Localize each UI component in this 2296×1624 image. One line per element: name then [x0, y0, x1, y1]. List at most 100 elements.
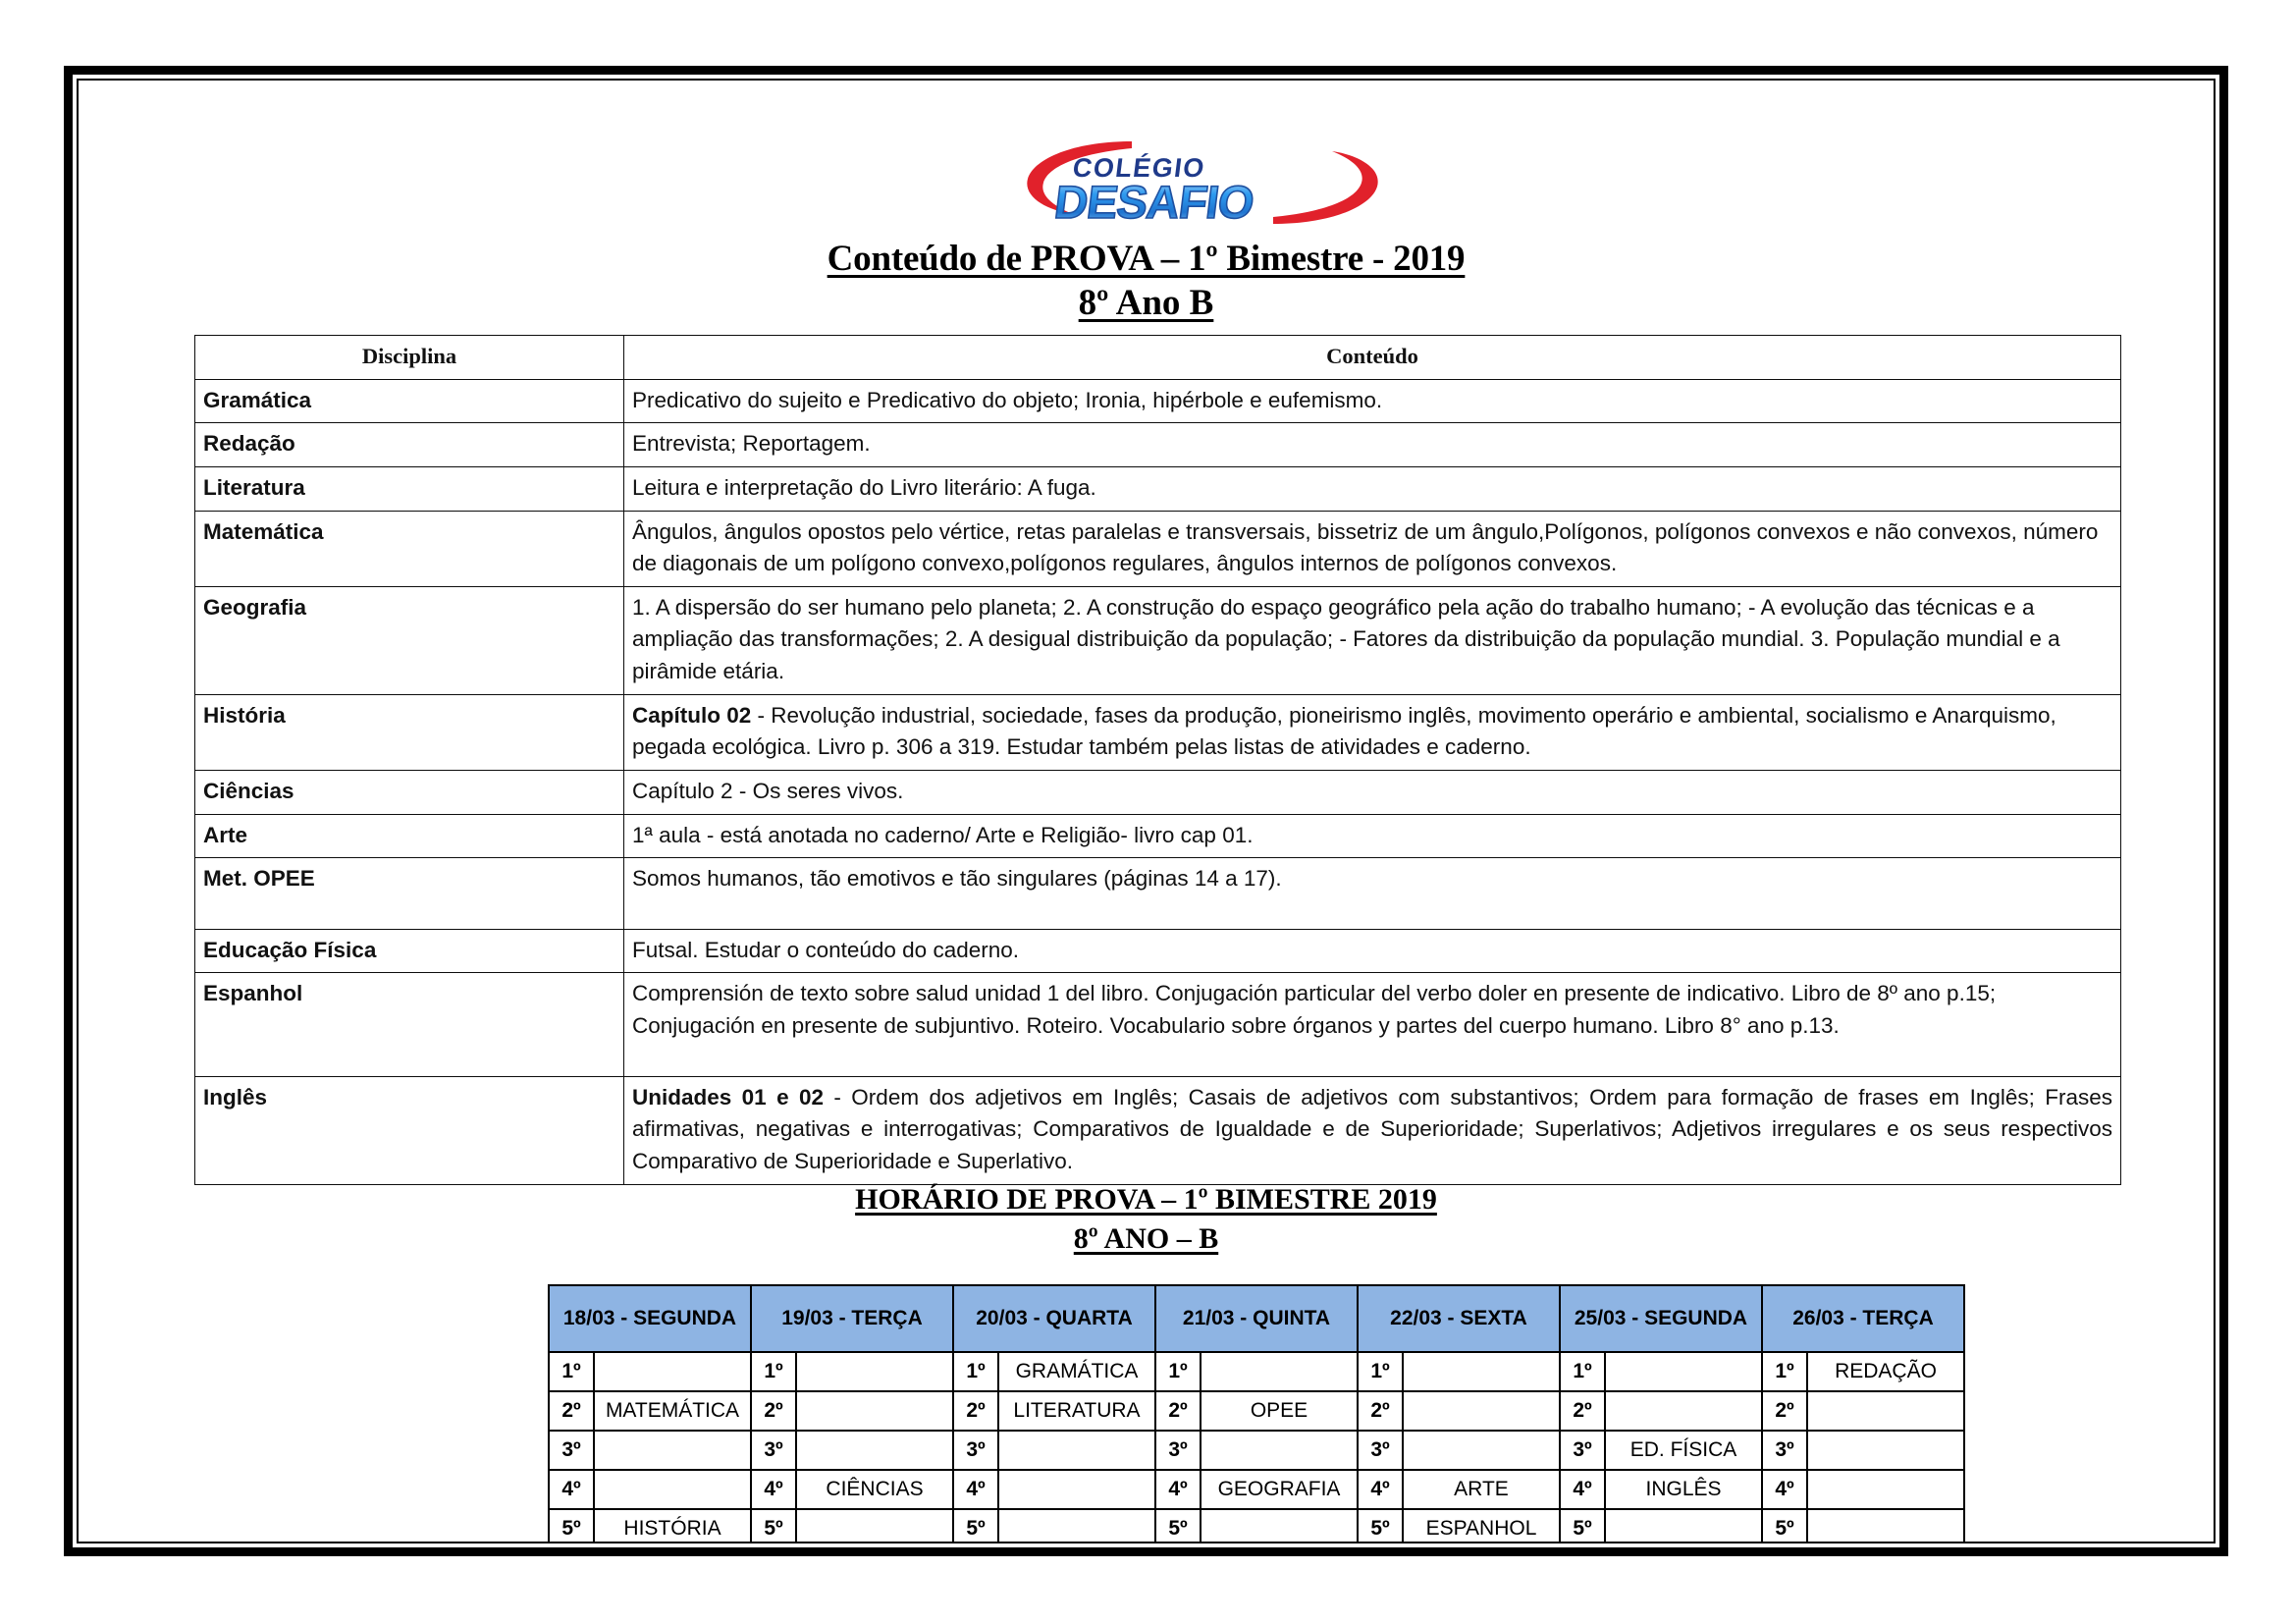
- period-label: 1º: [750, 1351, 797, 1392]
- schedule-cell: ED. FÍSICA: [1604, 1430, 1763, 1471]
- period-label: 2º: [750, 1390, 797, 1432]
- period-label: 4º: [750, 1469, 797, 1510]
- content-text: 1ª aula - está anotada no caderno/ Arte …: [632, 822, 1254, 847]
- period-label: 5º: [548, 1508, 595, 1542]
- schedule-row: 3º 3º 3º 3º 3º 3º ED. FÍSICA 3º: [548, 1430, 1965, 1471]
- period-label: 5º: [1154, 1508, 1201, 1542]
- period-label: 5º: [1761, 1508, 1808, 1542]
- period-label: 1º: [1357, 1351, 1404, 1392]
- schedule-cell: HISTÓRIA: [593, 1508, 752, 1542]
- period-label: 1º: [1154, 1351, 1201, 1392]
- discipline-geografia: Geografia: [194, 585, 624, 695]
- content-met-opee: Somos humanos, tão emotivos e tão singul…: [623, 857, 2121, 930]
- table-row: Literatura Leitura e interpretação do Li…: [194, 465, 2121, 512]
- discipline-arte: Arte: [194, 813, 624, 859]
- page-border-frame: COLÉGIO DESAFIO Conteúdo de PROVA – 1º B…: [64, 66, 2228, 1556]
- schedule-cell: OPEE: [1200, 1390, 1359, 1432]
- period-label: 3º: [548, 1430, 595, 1471]
- period-label: 1º: [1761, 1351, 1808, 1392]
- discipline-historia: História: [194, 693, 624, 771]
- period-label: 3º: [750, 1430, 797, 1471]
- content-matematica: Ângulos, ângulos opostos pelo vértice, r…: [623, 510, 2121, 587]
- discipline-gramatica: Gramática: [194, 378, 624, 424]
- schedule-cell: GRAMÁTICA: [997, 1351, 1156, 1392]
- table-row: Espanhol Comprensión de texto sobre salu…: [194, 972, 2121, 1077]
- period-label: 2º: [1761, 1390, 1808, 1432]
- period-label: 5º: [1357, 1508, 1404, 1542]
- table-row: Geografia 1. A dispersão do ser humano p…: [194, 585, 2121, 695]
- schedule-row: 4º 4º CIÊNCIAS 4º 4º GEOGRAFIA 4º ARTE 4…: [548, 1469, 1965, 1510]
- schedule-cell: [1200, 1430, 1359, 1471]
- schedule-cell: [997, 1508, 1156, 1542]
- period-label: 4º: [1761, 1469, 1808, 1510]
- content-text: - Revolução industrial, sociedade, fases…: [632, 702, 2056, 760]
- discipline-ciencias: Ciências: [194, 769, 624, 815]
- period-label: 4º: [1559, 1469, 1606, 1510]
- content-table: Disciplina Conteúdo Gramática Predicativ…: [194, 335, 2121, 1185]
- content-text: - Ordem dos adjetivos em Inglês; Casais …: [632, 1084, 2113, 1173]
- column-header-disciplina: Disciplina: [194, 335, 624, 380]
- table-row: Ciências Capítulo 2 - Os seres vivos.: [194, 769, 2121, 815]
- schedule-cell: [795, 1430, 954, 1471]
- schedule-cell: ARTE: [1402, 1469, 1561, 1510]
- content-table-body: Gramática Predicativo do sujeito e Predi…: [194, 378, 2121, 1185]
- period-label: 1º: [548, 1351, 595, 1392]
- schedule-cell: [997, 1430, 1156, 1471]
- schedule-cell: [1200, 1351, 1359, 1392]
- page-content: COLÉGIO DESAFIO Conteúdo de PROVA – 1º B…: [79, 81, 2214, 1542]
- period-label: 4º: [1357, 1469, 1404, 1510]
- table-row: Redação Entrevista; Reportagem.: [194, 422, 2121, 467]
- period-label: 5º: [1559, 1508, 1606, 1542]
- schedule-day-header-4: 22/03 - SEXTA: [1357, 1284, 1561, 1353]
- content-text: Capítulo 2 - Os seres vivos.: [632, 778, 904, 803]
- table-row: Met. OPEE Somos humanos, tão emotivos e …: [194, 857, 2121, 930]
- colegio-desafio-logo: COLÉGIO DESAFIO: [1016, 135, 1389, 230]
- content-text: Entrevista; Reportagem.: [632, 431, 871, 457]
- content-geografia: 1. A dispersão do ser humano pelo planet…: [623, 585, 2121, 695]
- period-label: 2º: [1154, 1390, 1201, 1432]
- svg-text:DESAFIO: DESAFIO: [1051, 176, 1255, 228]
- period-label: 5º: [750, 1508, 797, 1542]
- content-text: Somos humanos, tão emotivos e tão singul…: [632, 866, 1282, 892]
- schedule-row: 1º 1º 1º GRAMÁTICA 1º 1º 1º 1º REDAÇÃO: [548, 1351, 1965, 1392]
- schedule-table: 18/03 - SEGUNDA 19/03 - TERÇA 20/03 - QU…: [548, 1284, 1965, 1542]
- schedule-cell: [593, 1351, 752, 1392]
- schedule-cell: [1604, 1351, 1763, 1392]
- page-border-inner: COLÉGIO DESAFIO Conteúdo de PROVA – 1º B…: [77, 79, 2216, 1543]
- schedule-cell: [795, 1508, 954, 1542]
- content-table-header-row: Disciplina Conteúdo: [194, 335, 2121, 380]
- schedule-cell: [1604, 1390, 1763, 1432]
- content-arte: 1ª aula - está anotada no caderno/ Arte …: [623, 813, 2121, 859]
- schedule-row: 5º HISTÓRIA 5º 5º 5º 5º ESPANHOL 5º 5º: [548, 1508, 1965, 1542]
- schedule-subtitle: 8º ANO – B: [79, 1222, 2214, 1256]
- period-label: 3º: [1154, 1430, 1201, 1471]
- page-subtitle: 8º Ano B: [79, 282, 2214, 324]
- schedule-day-header-2: 20/03 - QUARTA: [952, 1284, 1156, 1353]
- page-title: Conteúdo de PROVA – 1º Bimestre - 2019: [79, 238, 2214, 280]
- period-label: 2º: [1559, 1390, 1606, 1432]
- table-row: Arte 1ª aula - está anotada no caderno/ …: [194, 813, 2121, 859]
- content-literatura: Leitura e interpretação do Livro literár…: [623, 465, 2121, 512]
- period-label: 2º: [952, 1390, 999, 1432]
- schedule-cell: [1806, 1430, 1965, 1471]
- period-label: 1º: [1559, 1351, 1606, 1392]
- table-row: História Capítulo 02 - Revolução industr…: [194, 693, 2121, 771]
- content-gramatica: Predicativo do sujeito e Predicativo do …: [623, 378, 2121, 424]
- discipline-met-opee: Met. OPEE: [194, 857, 624, 930]
- period-label: 5º: [952, 1508, 999, 1542]
- table-row: Inglês Unidades 01 e 02 - Ordem dos adje…: [194, 1075, 2121, 1185]
- content-educacao-fisica: Futsal. Estudar o conteúdo do caderno.: [623, 928, 2121, 974]
- period-label: 1º: [952, 1351, 999, 1392]
- content-text: Leitura e interpretação do Livro literár…: [632, 474, 1096, 500]
- schedule-cell: INGLÊS: [1604, 1469, 1763, 1510]
- page-subtitle-text: 8º Ano B: [1078, 283, 1214, 323]
- page-title-text: Conteúdo de PROVA – 1º Bimestre - 2019: [827, 239, 1466, 279]
- schedule-day-header-3: 21/03 - QUINTA: [1154, 1284, 1359, 1353]
- schedule-cell: LITERATURA: [997, 1390, 1156, 1432]
- content-text: 1. A dispersão do ser humano pelo planet…: [632, 594, 2060, 683]
- content-historia: Capítulo 02 - Revolução industrial, soci…: [623, 693, 2121, 771]
- period-label: 4º: [1154, 1469, 1201, 1510]
- discipline-redacao: Redação: [194, 422, 624, 467]
- svg-text:COLÉGIO: COLÉGIO: [1071, 152, 1207, 183]
- schedule-title: HORÁRIO DE PROVA – 1º BIMESTRE 2019: [79, 1183, 2214, 1217]
